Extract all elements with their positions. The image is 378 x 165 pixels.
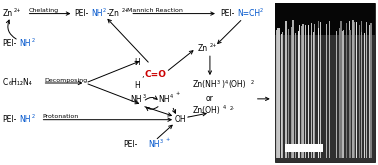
Text: +: + <box>175 91 179 96</box>
Text: 2: 2 <box>32 38 35 43</box>
Text: 4: 4 <box>225 80 228 84</box>
Bar <box>281 34 282 158</box>
Text: 2+: 2+ <box>121 8 129 13</box>
Text: 2: 2 <box>32 114 35 119</box>
Bar <box>279 28 280 158</box>
Text: or: or <box>206 94 214 103</box>
Text: Decomposing: Decomposing <box>45 78 88 82</box>
Text: +: + <box>165 137 169 142</box>
Bar <box>291 27 292 158</box>
Bar <box>342 31 343 158</box>
Text: Chelating: Chelating <box>29 8 59 13</box>
Text: 3: 3 <box>142 94 145 99</box>
Bar <box>370 23 372 158</box>
Bar <box>354 22 355 158</box>
Bar <box>311 23 312 158</box>
Bar <box>320 22 321 158</box>
Bar <box>343 30 344 158</box>
Text: 4: 4 <box>223 105 226 110</box>
Text: C=O: C=O <box>144 70 166 79</box>
Text: 2: 2 <box>102 8 105 13</box>
Text: NH: NH <box>130 95 142 104</box>
Text: NH: NH <box>20 39 31 48</box>
Bar <box>275 3 375 35</box>
Bar <box>325 24 327 158</box>
Bar <box>359 25 360 158</box>
Bar <box>301 26 302 158</box>
Text: Protonation: Protonation <box>43 114 79 119</box>
Text: 2+: 2+ <box>14 8 21 13</box>
Bar <box>288 29 289 158</box>
Bar <box>292 20 294 158</box>
Text: Mannich Reaction: Mannich Reaction <box>127 8 183 13</box>
Text: ): ) <box>221 81 224 89</box>
Text: NH: NH <box>20 115 31 124</box>
Text: N=CH: N=CH <box>237 9 260 18</box>
Bar <box>275 3 375 162</box>
Bar <box>298 31 299 158</box>
Text: PEI-: PEI- <box>74 9 89 18</box>
Text: Zn: Zn <box>3 9 13 18</box>
Bar <box>356 22 357 158</box>
Text: 2+: 2+ <box>210 43 217 48</box>
Text: PEI-: PEI- <box>220 9 234 18</box>
Text: 2: 2 <box>251 80 254 84</box>
Bar <box>282 32 283 158</box>
Bar <box>302 24 304 158</box>
Bar <box>361 21 363 158</box>
Text: Zn(OH): Zn(OH) <box>193 106 221 115</box>
Text: H: H <box>134 58 140 67</box>
Text: 4: 4 <box>170 94 173 99</box>
Bar <box>339 28 341 158</box>
Bar <box>288 25 289 158</box>
Text: Zn(NH: Zn(NH <box>193 81 218 89</box>
Text: 2: 2 <box>260 8 263 13</box>
Text: (OH): (OH) <box>229 81 246 89</box>
Bar <box>314 24 315 158</box>
Bar <box>277 28 279 158</box>
Text: -: - <box>188 114 190 119</box>
Text: 3: 3 <box>160 139 163 144</box>
Bar <box>308 33 309 158</box>
Bar <box>295 33 296 158</box>
Bar <box>369 25 370 158</box>
Text: NH: NH <box>148 140 160 149</box>
Text: H: H <box>134 82 140 90</box>
Text: -Zn: -Zn <box>106 9 119 18</box>
Bar <box>352 20 354 158</box>
Text: 2-: 2- <box>230 106 235 111</box>
Text: ₆H₁₂N₄: ₆H₁₂N₄ <box>9 79 33 87</box>
Text: NH: NH <box>91 9 103 18</box>
Text: PEI-: PEI- <box>3 115 17 124</box>
Bar <box>361 32 362 158</box>
Text: PEI-: PEI- <box>3 39 17 48</box>
Bar <box>340 21 342 158</box>
Bar <box>318 28 319 158</box>
Bar <box>285 21 287 158</box>
Text: ’: ’ <box>141 76 144 84</box>
Text: OH: OH <box>175 115 187 124</box>
Bar <box>299 25 300 158</box>
Bar <box>349 30 351 158</box>
Bar <box>285 145 322 152</box>
Bar <box>364 33 365 158</box>
Text: C: C <box>3 79 8 87</box>
Text: PEI-: PEI- <box>123 140 138 149</box>
Bar <box>349 21 350 158</box>
Text: 3: 3 <box>217 80 220 84</box>
Bar <box>346 23 347 158</box>
Bar <box>366 22 367 158</box>
Text: Zn: Zn <box>198 44 208 53</box>
Text: NH: NH <box>158 95 170 104</box>
Bar <box>313 32 314 158</box>
Bar <box>276 30 277 158</box>
Bar <box>305 25 307 158</box>
Text: 10μm: 10μm <box>293 156 314 162</box>
Bar <box>318 21 319 158</box>
